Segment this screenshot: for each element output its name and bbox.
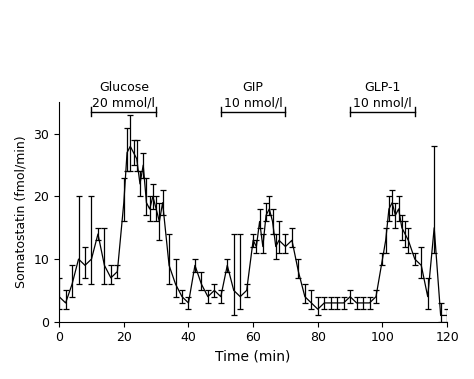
Y-axis label: Somatostatin (fmol/min): Somatostatin (fmol/min) bbox=[15, 136, 28, 288]
Text: GLP-1
10 nmol/l: GLP-1 10 nmol/l bbox=[353, 81, 412, 109]
Text: GIP
10 nmol/l: GIP 10 nmol/l bbox=[224, 81, 283, 109]
Text: Glucose
20 mmol/l: Glucose 20 mmol/l bbox=[92, 81, 155, 109]
X-axis label: Time (min): Time (min) bbox=[216, 350, 291, 364]
